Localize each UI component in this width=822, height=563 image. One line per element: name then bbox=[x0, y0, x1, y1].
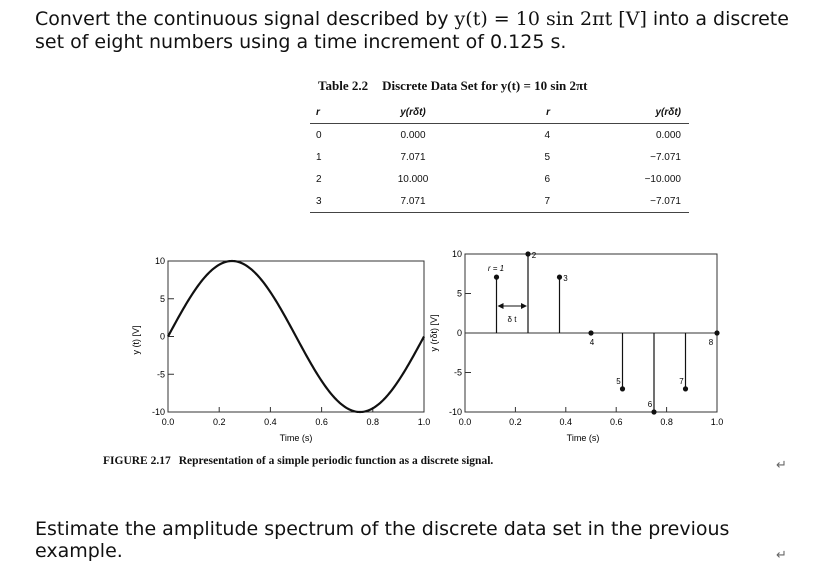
table-row: 3 7.071 7 −7.071 bbox=[310, 190, 689, 213]
figure-label: FIGURE 2.17 bbox=[103, 455, 171, 467]
left-y-tick-label: 10 bbox=[155, 256, 165, 266]
table-cell: 4 bbox=[544, 129, 550, 141]
problem-statement: Convert the continuous signal described … bbox=[35, 8, 795, 54]
continuous-sine-curve bbox=[167, 259, 425, 414]
left-x-tick-label: 0.4 bbox=[264, 417, 277, 427]
table-row: 1 7.071 5 −7.071 bbox=[310, 146, 689, 168]
stem-point bbox=[619, 386, 626, 392]
stem-point bbox=[588, 330, 594, 336]
left-y-tick-label: -10 bbox=[152, 407, 165, 417]
table-cell: 7.071 bbox=[400, 151, 426, 163]
right-y-axis-label: y (rδt) [V] bbox=[429, 314, 439, 351]
table-row: 0 0.000 4 0.000 bbox=[310, 124, 689, 147]
table-cell: −10.000 bbox=[644, 173, 681, 185]
left-x-tick-label: 0.0 bbox=[162, 417, 175, 427]
left-x-axis-label: Time (s) bbox=[280, 433, 313, 443]
right-x-tick-label: 0.2 bbox=[509, 417, 522, 427]
table-cell: 7 bbox=[489, 190, 570, 213]
right-y-tick-label: -5 bbox=[454, 368, 462, 378]
table-cell: 10.000 bbox=[397, 173, 429, 185]
col-header-r-2: r bbox=[489, 101, 570, 124]
table-cell: 3 bbox=[310, 190, 337, 213]
right-x-tick-label: 0.4 bbox=[560, 417, 573, 427]
table-header-row: r y(rδt) r y(rδt) bbox=[310, 101, 689, 124]
r1-annotation: r = 1 bbox=[488, 264, 504, 273]
figure-title: Representation of a simple periodic func… bbox=[178, 455, 494, 467]
table-cell: −7.071 bbox=[650, 151, 681, 163]
right-y-tick-label: 5 bbox=[457, 289, 462, 299]
left-y-tick-label: 5 bbox=[160, 294, 165, 304]
table-cell: 0 bbox=[316, 129, 322, 141]
col-header-r: r bbox=[310, 101, 337, 124]
left-y-tick-label: -5 bbox=[157, 369, 165, 379]
left-x-tick-label: 0.6 bbox=[315, 417, 328, 427]
col-header-y: y(rδt) bbox=[337, 101, 489, 124]
stem-point bbox=[556, 274, 563, 280]
right-y-tick-label: -10 bbox=[449, 407, 462, 417]
stem-index-label: 2 bbox=[532, 251, 537, 260]
right-x-tick-label: 0.0 bbox=[459, 417, 472, 427]
table-cell: 0.000 bbox=[655, 129, 681, 141]
problem-text-2: into a discrete set of eight numbers usi… bbox=[35, 8, 789, 53]
delta-t-annotation: δ t bbox=[508, 315, 518, 324]
left-x-tick-label: 0.8 bbox=[367, 417, 380, 427]
table-cell: 7.071 bbox=[337, 190, 489, 213]
table-label: Table 2.2 bbox=[318, 78, 369, 93]
stem-index-label: 8 bbox=[709, 338, 714, 347]
stem-index-label: 3 bbox=[563, 274, 568, 283]
right-x-axis-label: Time (s) bbox=[567, 433, 600, 443]
left-x-tick-label: 0.2 bbox=[213, 417, 226, 427]
right-y-tick-label: 0 bbox=[457, 328, 462, 338]
discrete-stems: 2 3 4 5 6 7 8 bbox=[493, 251, 720, 415]
stem-index-label: 6 bbox=[648, 400, 653, 409]
problem-math: y(t) = 10 sin 2πt [V] bbox=[454, 8, 647, 30]
table-cell: 1 bbox=[316, 151, 322, 163]
table-title: Discrete Data Set for y(t) = 10 sin 2πt bbox=[382, 78, 588, 93]
right-x-tick-label: 1.0 bbox=[711, 417, 724, 427]
table-cell: 2 bbox=[316, 173, 322, 185]
discrete-data-table: r y(rδt) r y(rδt) 0 0.000 4 0.000 1 7.07… bbox=[310, 101, 689, 213]
stem-point bbox=[714, 330, 720, 336]
question-text: Estimate the amplitude spectrum of the d… bbox=[35, 518, 730, 562]
return-arrow-icon: ↵ bbox=[776, 548, 787, 563]
left-x-tick-label: 1.0 bbox=[418, 417, 431, 427]
table-cell: −7.071 bbox=[570, 190, 689, 213]
stem-point bbox=[525, 251, 531, 257]
right-x-tick-label: 0.6 bbox=[610, 417, 623, 427]
problem-text-1: Convert the continuous signal described … bbox=[35, 8, 455, 30]
right-x-tick-label: 0.8 bbox=[660, 417, 673, 427]
left-plot-ticks: 10 5 0 -5 -100.0 0.2 0.4 0.6 0.8 1.0 bbox=[152, 256, 430, 427]
table-cell: 5 bbox=[544, 151, 550, 163]
table-caption: Table 2.2 Discrete Data Set for y(t) = 10… bbox=[318, 78, 588, 94]
right-y-tick-label: 10 bbox=[452, 249, 462, 259]
col-header-y-2: y(rδt) bbox=[570, 101, 689, 124]
left-y-tick-label: 0 bbox=[160, 332, 165, 342]
stem-index-label: 4 bbox=[590, 338, 595, 347]
stem-point bbox=[651, 409, 657, 415]
stem-index-label: 7 bbox=[679, 377, 684, 386]
stem-index-label: 5 bbox=[616, 377, 621, 386]
table-cell: 0.000 bbox=[400, 129, 426, 141]
stem-point bbox=[682, 386, 689, 392]
left-y-axis-label: y (t) [V] bbox=[131, 326, 141, 355]
figure-caption: FIGURE 2.17 Representation of a simple pe… bbox=[103, 455, 493, 467]
return-arrow-icon: ↵ bbox=[776, 458, 787, 473]
table-cell: 6 bbox=[544, 173, 550, 185]
right-plot-ticks: 10 5 0 -5 -100.0 0.2 0.4 0.6 0.8 1.0 bbox=[449, 249, 723, 427]
table-row: 2 10.000 6 −10.000 bbox=[310, 168, 689, 190]
